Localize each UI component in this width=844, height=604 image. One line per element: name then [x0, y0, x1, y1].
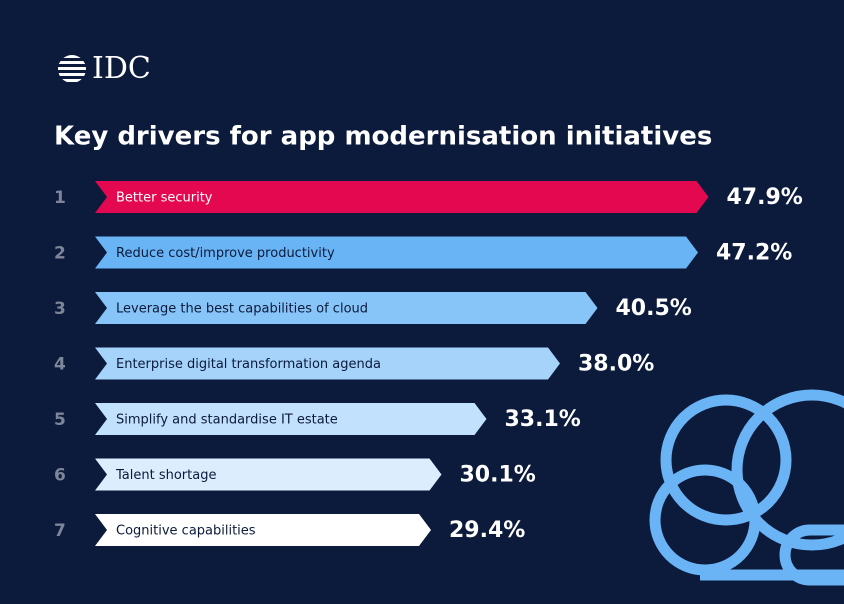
bar	[95, 292, 598, 324]
cloud-decoration	[649, 389, 844, 586]
value-label: 40.5%	[616, 296, 692, 321]
category-label: Enterprise digital transformation agenda	[116, 357, 381, 372]
rank-label: 7	[54, 521, 66, 541]
category-label: Leverage the best capabilities of cloud	[116, 302, 368, 317]
value-label: 33.1%	[505, 407, 581, 432]
logo-text: IDC	[92, 51, 151, 86]
rank-label: 1	[54, 188, 66, 208]
bar	[95, 181, 709, 213]
logo-mark	[58, 55, 86, 82]
category-label: Simplify and standardise IT estate	[116, 413, 338, 428]
chart-title: Key drivers for app modernisation initia…	[54, 122, 712, 152]
category-label: Reduce cost/improve productivity	[116, 246, 335, 261]
rank-label: 4	[54, 355, 66, 375]
bar	[95, 403, 487, 435]
bar	[95, 458, 442, 491]
rank-label: 5	[54, 410, 66, 430]
value-label: 47.9%	[727, 185, 803, 210]
rank-label: 3	[54, 299, 66, 319]
category-label: Cognitive capabilities	[116, 524, 256, 539]
value-label: 47.2%	[716, 241, 792, 266]
value-label: 30.1%	[460, 463, 536, 488]
value-label: 38.0%	[578, 352, 654, 377]
category-label: Talent shortage	[115, 468, 216, 483]
rank-label: 2	[54, 244, 66, 264]
bar	[95, 236, 698, 269]
value-label: 29.4%	[449, 518, 525, 543]
rank-label: 6	[54, 466, 66, 486]
bar	[95, 347, 560, 380]
category-label: Better security	[116, 191, 213, 206]
bar	[95, 514, 431, 546]
